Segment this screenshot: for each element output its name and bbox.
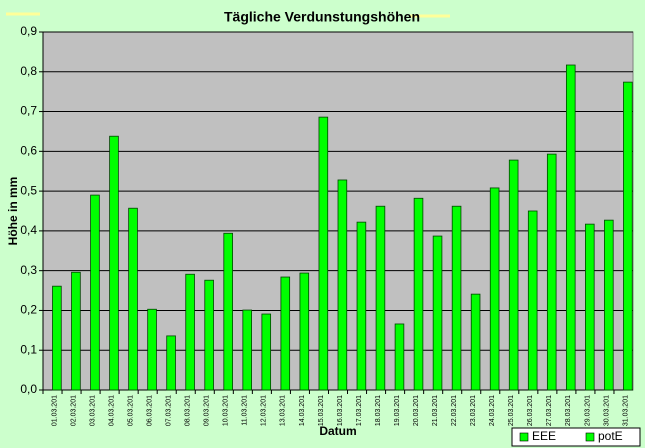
x-tick-label: 18.03.201 [375, 395, 382, 426]
bar [71, 271, 81, 391]
x-tick-label: 06.03.201 [147, 395, 154, 426]
bar [604, 219, 614, 391]
x-tick-label: 15.03.201 [318, 395, 325, 426]
x-tick-label: 01.03.201 [51, 395, 58, 426]
x-tick-label: 10.03.201 [223, 395, 230, 426]
y-axis-label: Höhe in mm [6, 177, 20, 246]
bar [90, 194, 100, 391]
x-tick-label: 07.03.201 [166, 395, 173, 426]
x-axis-label: Datum [319, 424, 356, 438]
bar [394, 323, 405, 391]
legend-box [511, 427, 641, 447]
x-tick-label: 24.03.201 [489, 395, 496, 426]
x-tick-label: 30.03.201 [603, 395, 610, 426]
bar [242, 309, 252, 391]
bar [204, 279, 214, 391]
x-tick-label: 20.03.201 [413, 395, 420, 426]
x-tick-label: 21.03.201 [432, 395, 439, 426]
x-tick-label: 26.03.201 [527, 395, 534, 426]
chart-title: Tägliche Verdunstungshöhen [224, 9, 420, 25]
x-tick-label: 29.03.201 [584, 395, 591, 426]
x-tick-label: 27.03.201 [546, 395, 553, 426]
y-tick-label: 0,3 [20, 263, 37, 277]
legend-label: EEE [532, 429, 556, 443]
bar [109, 135, 119, 391]
x-tick-label: 05.03.201 [127, 395, 134, 426]
bar [318, 116, 329, 391]
y-tick-label: 0,8 [20, 64, 37, 78]
bar [623, 81, 633, 391]
bar [52, 285, 62, 391]
y-tick-label: 0,1 [20, 342, 37, 356]
y-tick-label: 0,4 [20, 223, 37, 237]
bar [508, 159, 519, 391]
bar [565, 64, 576, 391]
x-tick-label: 08.03.201 [185, 395, 192, 426]
y-tick-label: 0,0 [20, 382, 37, 396]
bar [147, 308, 157, 391]
y-tick-label: 0,6 [20, 144, 37, 158]
x-tick-label: 19.03.201 [394, 395, 401, 426]
y-tick-label: 0,9 [20, 24, 37, 38]
bar [337, 179, 348, 391]
bar [185, 273, 195, 391]
bar [261, 313, 272, 391]
bar [375, 205, 386, 391]
x-tick-label: 28.03.201 [565, 395, 572, 426]
bar [128, 207, 138, 391]
bar [470, 293, 481, 391]
x-tick-label: 23.03.201 [470, 395, 477, 426]
bar [432, 235, 443, 391]
x-tick-label: 14.03.201 [299, 395, 306, 426]
y-tick-label: 0,7 [20, 104, 37, 118]
x-tick-label: 11.03.201 [242, 395, 249, 426]
x-tick-label: 13.03.201 [280, 395, 287, 426]
legend-swatch [519, 432, 529, 442]
legend-swatch [585, 432, 595, 442]
bar [280, 276, 291, 391]
bar [451, 205, 462, 391]
x-tick-label: 03.03.201 [89, 395, 96, 426]
y-tick-label: 0,5 [20, 183, 37, 197]
bar [527, 210, 538, 391]
bar [299, 272, 310, 391]
y-tick-label: 0,2 [20, 303, 37, 317]
bar [223, 232, 233, 391]
x-tick-label: 31.03.201 [622, 395, 629, 426]
bar [413, 197, 424, 391]
bar [546, 153, 557, 391]
x-tick-label: 22.03.201 [451, 395, 458, 426]
legend-label: potE [598, 429, 623, 443]
bar [356, 221, 367, 391]
bar [585, 223, 595, 391]
x-tick-label: 02.03.201 [70, 395, 77, 426]
bar [166, 335, 176, 391]
x-tick-label: 12.03.201 [261, 395, 268, 426]
x-tick-label: 25.03.201 [508, 395, 515, 426]
bar [489, 187, 500, 391]
x-tick-label: 09.03.201 [204, 395, 211, 426]
x-tick-label: 04.03.201 [108, 395, 115, 426]
x-tick-label: 17.03.201 [356, 395, 363, 426]
x-tick-label: 16.03.201 [337, 395, 344, 426]
